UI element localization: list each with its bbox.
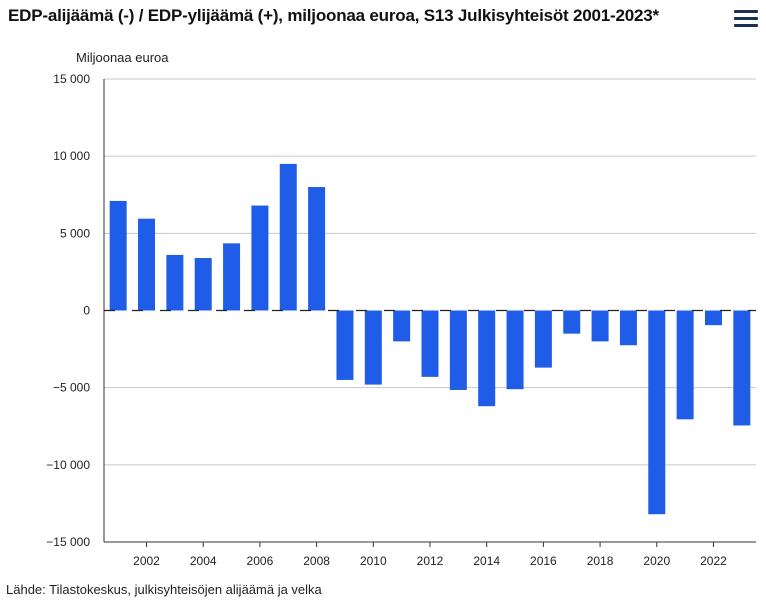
x-tick-label: 2022 (700, 554, 727, 568)
bar (591, 310, 609, 342)
y-tick-label: −10 000 (46, 458, 90, 472)
menu-line (734, 10, 758, 13)
y-tick-label: 10 000 (53, 149, 90, 163)
bar (704, 310, 722, 326)
bar (421, 310, 439, 377)
bar (506, 310, 524, 390)
menu-line (734, 17, 758, 20)
x-tick-label: 2006 (247, 554, 274, 568)
source-note: Lähde: Tilastokeskus, julkisyhteisöjen a… (6, 582, 322, 597)
hamburger-menu-icon[interactable] (732, 6, 760, 30)
x-tick-label: 2012 (417, 554, 444, 568)
x-tick-label: 2002 (133, 554, 160, 568)
bar (364, 310, 382, 385)
bar (194, 258, 212, 311)
x-tick-label: 2016 (530, 554, 557, 568)
x-tick-label: 2020 (643, 554, 670, 568)
x-tick-label: 2008 (303, 554, 330, 568)
x-tick-label: 2014 (473, 554, 500, 568)
bar (393, 310, 411, 342)
bar (251, 205, 269, 311)
bar (648, 310, 666, 515)
bar (308, 187, 326, 311)
x-tick-label: 2004 (190, 554, 217, 568)
bar (109, 200, 127, 311)
y-tick-label: 15 000 (53, 72, 90, 86)
bar (279, 163, 297, 311)
bar (138, 218, 156, 311)
x-tick-label: 2010 (360, 554, 387, 568)
bar (534, 310, 552, 368)
bar (619, 310, 637, 346)
x-tick-label: 2018 (587, 554, 614, 568)
bar (336, 310, 354, 380)
bar (449, 310, 467, 390)
bar (733, 310, 751, 426)
y-tick-label: 5 000 (60, 226, 90, 240)
y-axis-label: Miljoonaa euroa (76, 50, 169, 65)
bar (478, 310, 496, 407)
chart-title: EDP-alijäämä (-) / EDP-ylijäämä (+), mil… (8, 6, 659, 25)
bar (223, 243, 241, 311)
menu-line (734, 24, 758, 27)
y-tick-label: −5 000 (53, 381, 90, 395)
bar (166, 254, 184, 311)
bar (563, 310, 581, 334)
y-tick-label: 0 (83, 304, 90, 318)
y-tick-label: −15 000 (46, 535, 90, 549)
bar (676, 310, 694, 420)
